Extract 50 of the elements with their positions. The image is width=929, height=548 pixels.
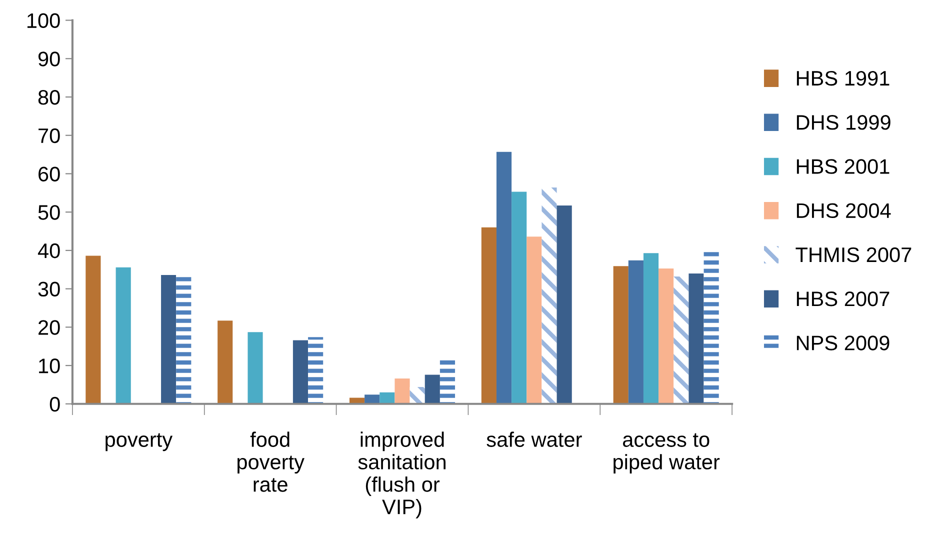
y-tick-label: 10 (39, 358, 60, 374)
bar (218, 320, 233, 404)
bar (674, 276, 689, 404)
legend-label: DHS 2004 (796, 203, 891, 218)
y-tick-label: 100 (27, 13, 60, 28)
y-tick-label: 50 (38, 205, 60, 220)
y-tick-label: 60 (38, 166, 60, 182)
legend-label: HBS 1991 (796, 70, 890, 86)
bar (248, 332, 263, 404)
bar (512, 192, 527, 404)
x-tick-label: poverty (106, 433, 173, 452)
bar (176, 273, 192, 404)
bar (658, 268, 674, 404)
y-tick-label: 0 (50, 396, 60, 412)
x-tick-label: access to piped water (614, 433, 720, 474)
bar (440, 358, 456, 404)
legend-label: THMIS 2007 (796, 247, 912, 262)
bar (613, 266, 628, 404)
bar (556, 206, 572, 404)
bar (704, 250, 719, 404)
legend-label: HBS 2007 (796, 292, 890, 306)
y-tick-label: 40 (38, 243, 60, 258)
bar (380, 392, 395, 404)
y-tick-label: 90 (38, 52, 60, 66)
x-tick-label: food poverty rate (238, 432, 304, 492)
legend-label: NPS 2009 (796, 336, 890, 350)
bar (542, 188, 557, 404)
bar (86, 256, 101, 404)
bar (292, 340, 308, 404)
bar (161, 274, 176, 404)
bar (496, 152, 512, 404)
bar (308, 337, 324, 404)
y-tick-label: 70 (38, 128, 60, 144)
bar (643, 253, 659, 404)
legend-label: DHS 1999 (796, 115, 890, 130)
bar (628, 260, 644, 404)
x-tick-label: improved sanitation (flush or VIP) (358, 432, 446, 518)
y-tick-label: 30 (38, 282, 60, 297)
bar (481, 227, 496, 404)
bar (364, 394, 380, 404)
y-tick-label: 20 (38, 320, 60, 335)
bar (116, 267, 131, 404)
bar (424, 374, 440, 404)
x-tick-label: safe water (486, 432, 582, 447)
y-tick-label: 80 (38, 90, 60, 105)
legend-label: HBS 2001 (796, 159, 890, 174)
bar (394, 378, 410, 404)
bar (410, 387, 425, 404)
bar (526, 236, 542, 404)
bar (688, 273, 704, 404)
